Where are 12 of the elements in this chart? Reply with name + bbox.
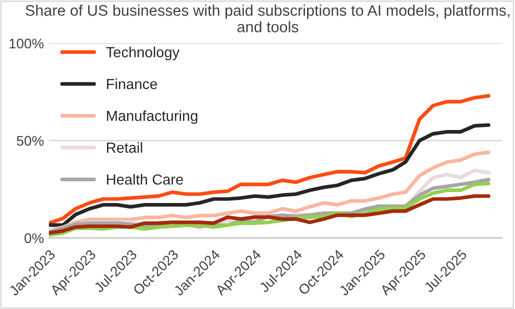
legend-label: Health Care	[106, 174, 183, 185]
y-tick-label: 100%	[10, 38, 44, 48]
line-series	[48, 94, 490, 225]
chart-title: Share of US businesses with paid subscriptions to AI models, platforms, and tools	[26, 4, 510, 32]
y-tick-label: 50%	[16, 136, 44, 146]
legend-label: Manufacturing	[106, 110, 198, 124]
line-series	[48, 194, 490, 235]
legend-label: Technology	[106, 46, 180, 60]
line-series	[48, 123, 490, 227]
legend-label: Retail	[106, 142, 142, 153]
y-tick-label: 0%	[24, 233, 44, 244]
legend-label: Finance	[106, 78, 158, 90]
